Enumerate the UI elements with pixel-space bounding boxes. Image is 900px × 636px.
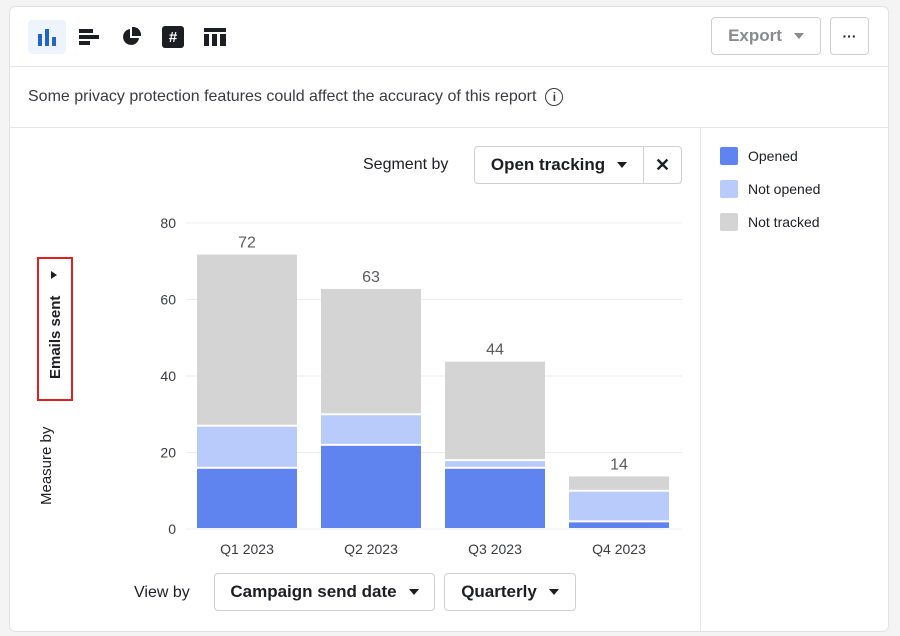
bar-segment-opened [569,522,669,528]
number-icon[interactable]: # [154,20,192,54]
segment-label: Segment by [363,156,449,173]
x-tick-label: Q4 2023 [592,541,646,557]
view-value: Campaign send date [230,582,397,601]
segment-select[interactable]: Open tracking [474,146,644,184]
total-label: 44 [486,342,504,359]
table-icon[interactable] [196,20,234,54]
bar-segment-not-tracked [569,476,669,490]
bar-segment-not-opened [197,426,297,467]
period-value: Quarterly [461,582,537,601]
bar-segment-not-opened [445,461,545,467]
bar-chart-icon[interactable] [28,20,66,54]
segment-value: Open tracking [490,155,606,174]
y-tick-label: 40 [160,368,176,384]
bar-segment-not-tracked [197,254,297,425]
x-tick-label: Q3 2023 [468,541,522,557]
bar-segment-not-opened [569,491,669,521]
bar-segment-opened [445,468,545,528]
caret-right-icon [51,271,57,279]
bar-segment-not-opened [321,415,421,444]
y-tick-label: 80 [160,215,176,231]
legend-item-not-tracked[interactable]: Not tracked [720,213,820,231]
legend-label: Not tracked [748,214,820,230]
period-select[interactable]: Quarterly [444,573,576,611]
legend-swatch [720,213,738,231]
y-tick-label: 20 [160,445,176,461]
legend-swatch [720,147,738,165]
report-card: # Export ··· Some privacy protection fea… [9,6,889,632]
view-by-select[interactable]: Campaign send date [214,573,435,611]
x-tick-label: Q1 2023 [220,541,274,557]
legend-swatch [720,180,738,198]
export-label: Export [728,26,782,45]
legend-item-not-opened[interactable]: Not opened [720,180,820,198]
chevron-down-icon [793,33,804,39]
bar-segment-opened [197,468,297,528]
legend: Opened Not opened Not tracked [700,128,888,631]
bar-segment-opened [321,445,421,528]
measure-select[interactable]: Emails sent [37,257,73,401]
legend-label: Not opened [748,181,821,197]
chevron-down-icon [548,589,559,595]
bar-segment-not-tracked [321,289,421,414]
y-tick-label: 60 [160,292,176,308]
total-label: 14 [610,456,628,473]
privacy-notice: Some privacy protection features could a… [10,67,888,128]
legend-label: Opened [748,148,798,164]
toolbar: # Export ··· [10,7,888,67]
pie-chart-icon[interactable] [112,20,150,54]
clear-segment-button[interactable]: ✕ [643,146,682,184]
export-button[interactable]: Export [711,17,821,55]
chevron-down-icon [408,589,419,595]
notice-text: Some privacy protection features could a… [28,88,537,105]
more-button[interactable]: ··· [830,17,869,55]
bar-segment-not-tracked [445,361,545,460]
view-label: View by [134,584,190,601]
total-label: 72 [238,235,256,252]
horizontal-bar-icon[interactable] [70,20,108,54]
chevron-down-icon [617,162,628,168]
legend-item-opened[interactable]: Opened [720,147,798,165]
y-tick-label: 0 [168,521,176,537]
stacked-bar-chart: 0 20 40 60 80 72 Q1 2023 63 Q2 2023 44 Q3 2023 14 Q4… [160,215,682,557]
info-icon[interactable]: i [545,88,564,106]
x-tick-label: Q2 2023 [344,541,398,557]
total-label: 63 [362,269,380,286]
